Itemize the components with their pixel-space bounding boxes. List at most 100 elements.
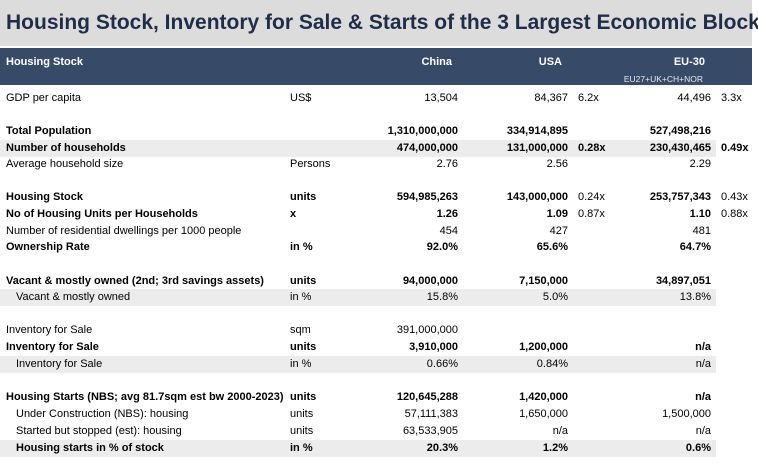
table-row: Inventory for Sale in % 0.66% 0.84% n/a xyxy=(0,356,758,373)
row-unit: units xyxy=(290,275,317,287)
usa-value: 143,000,000 xyxy=(506,191,568,203)
table-row: Housing Starts (NBS; avg 81.7sqm est bw … xyxy=(0,389,758,406)
header-china: China xyxy=(421,56,452,68)
table-row: Average household size Persons 2.76 2.56… xyxy=(0,156,758,173)
usa-value: n/a xyxy=(552,425,568,437)
eu-value: n/a xyxy=(695,341,711,353)
usa-value: 5.0% xyxy=(542,291,568,303)
table-row: Inventory for Sale units 3,910,000 1,200… xyxy=(0,339,758,356)
eu-value: n/a xyxy=(695,425,711,437)
china-value: 63,533,905 xyxy=(402,425,458,437)
table-row: Total Population 1,310,000,000 334,914,8… xyxy=(0,123,758,140)
row-unit: units xyxy=(290,408,314,420)
table-row: Number of households 474,000,000 131,000… xyxy=(0,140,758,157)
china-value: 3,910,000 xyxy=(409,341,458,353)
usa-multiple: 0.87x xyxy=(578,208,605,220)
china-value: 391,000,000 xyxy=(396,324,458,336)
china-value: 20.3% xyxy=(426,442,458,454)
eu-multiple: 3.3x xyxy=(721,92,742,104)
header-eu-subtitle: EU27+UK+CH+NOR xyxy=(623,74,703,84)
table-row: Vacant & mostly owned in % 15.8% 5.0% 13… xyxy=(0,289,758,306)
row-unit: in % xyxy=(290,241,313,253)
row-unit: units xyxy=(290,425,314,437)
row-label: Average household size xyxy=(6,158,124,170)
china-value: 474,000,000 xyxy=(396,142,458,154)
eu-value: 0.6% xyxy=(685,442,711,454)
row-unit: units xyxy=(290,191,317,203)
row-label: Ownership Rate xyxy=(6,241,90,253)
row-label: Inventory for Sale xyxy=(16,358,103,370)
china-value: 1.26 xyxy=(436,208,458,220)
row-unit: x xyxy=(290,208,297,220)
row-unit: US$ xyxy=(290,92,312,104)
eu-multiple: 0.43x xyxy=(721,191,748,203)
row-label: Vacant & mostly owned xyxy=(16,291,131,303)
china-value: 92.0% xyxy=(426,241,458,253)
row-unit: Persons xyxy=(290,158,331,170)
table-row: Under Construction (NBS): housing units … xyxy=(0,406,758,423)
table-row: Housing Stock units 594,985,263 143,000,… xyxy=(0,189,758,206)
row-label: GDP per capita xyxy=(6,92,82,104)
usa-value: 84,367 xyxy=(534,92,568,104)
eu-value: 1.10 xyxy=(689,208,711,220)
china-value: 594,985,263 xyxy=(396,191,458,203)
eu-value: 481 xyxy=(692,225,711,237)
row-unit: units xyxy=(290,341,317,353)
row-unit: sqm xyxy=(290,324,311,336)
row-label: Inventory for Sale xyxy=(6,324,93,336)
table-row: Housing starts in % of stock in % 20.3% … xyxy=(0,440,758,457)
row-label: Housing Stock xyxy=(6,191,84,203)
china-value: 454 xyxy=(439,225,458,237)
china-value: 0.66% xyxy=(426,358,458,370)
usa-value: 334,914,895 xyxy=(506,125,568,137)
china-value: 13,504 xyxy=(424,92,458,104)
usa-value: 1,200,000 xyxy=(519,341,568,353)
row-unit: in % xyxy=(290,442,313,454)
eu-value: 2.29 xyxy=(689,158,711,170)
usa-value: 7,150,000 xyxy=(519,275,568,287)
eu-value: 253,757,343 xyxy=(649,191,711,203)
row-label: Housing starts in % of stock xyxy=(16,442,164,454)
usa-value: 1.2% xyxy=(542,442,568,454)
usa-value: 1,650,000 xyxy=(519,408,568,420)
table-row: No of Housing Units per Households x 1.2… xyxy=(0,206,758,223)
row-label: Under Construction (NBS): housing xyxy=(16,408,189,420)
china-value: 120,645,288 xyxy=(396,391,458,403)
table-row: Number of residential dwellings per 1000… xyxy=(0,223,758,240)
header-usa: USA xyxy=(538,56,562,68)
header-label: Housing Stock xyxy=(6,56,84,68)
usa-value: 0.84% xyxy=(536,358,568,370)
eu-value: 13.8% xyxy=(679,291,711,303)
row-label: Number of residential dwellings per 1000… xyxy=(6,225,242,237)
row-label: Number of households xyxy=(6,142,126,154)
eu-multiple: 0.49x xyxy=(721,142,749,154)
row-unit: units xyxy=(290,391,317,403)
china-value: 94,000,000 xyxy=(402,275,458,287)
table-row: Inventory for Sale sqm 391,000,000 xyxy=(0,322,758,339)
china-value: 15.8% xyxy=(426,291,458,303)
eu-value: 44,496 xyxy=(677,92,711,104)
china-value: 1,310,000,000 xyxy=(387,125,458,137)
row-label: Started but stopped (est): housing xyxy=(16,425,182,437)
table-row: GDP per capita US$ 13,504 84,367 6.2x 44… xyxy=(0,90,758,107)
row-label: No of Housing Units per Households xyxy=(6,208,198,220)
row-unit: in % xyxy=(290,358,312,370)
eu-value: n/a xyxy=(695,391,711,403)
table-row: Started but stopped (est): housing units… xyxy=(0,423,758,440)
usa-value: 131,000,000 xyxy=(506,142,568,154)
table-row: Vacant & mostly owned (2nd; 3rd savings … xyxy=(0,273,758,290)
row-label: Housing Starts (NBS; avg 81.7sqm est bw … xyxy=(6,391,284,403)
china-value: 2.76 xyxy=(436,158,458,170)
eu-value: n/a xyxy=(695,358,711,370)
row-label: Total Population xyxy=(6,125,92,137)
usa-value: 2.56 xyxy=(546,158,568,170)
usa-value: 427 xyxy=(549,225,568,237)
usa-multiple: 6.2x xyxy=(578,92,599,104)
eu-value: 64.7% xyxy=(679,241,711,253)
header-eu: EU-30 xyxy=(673,56,705,68)
usa-multiple: 0.28x xyxy=(578,142,606,154)
page-title: Housing Stock, Inventory for Sale & Star… xyxy=(0,0,758,46)
usa-value: 65.6% xyxy=(536,241,568,253)
eu-value: 230,430,465 xyxy=(649,142,711,154)
usa-multiple: 0.24x xyxy=(578,191,605,203)
